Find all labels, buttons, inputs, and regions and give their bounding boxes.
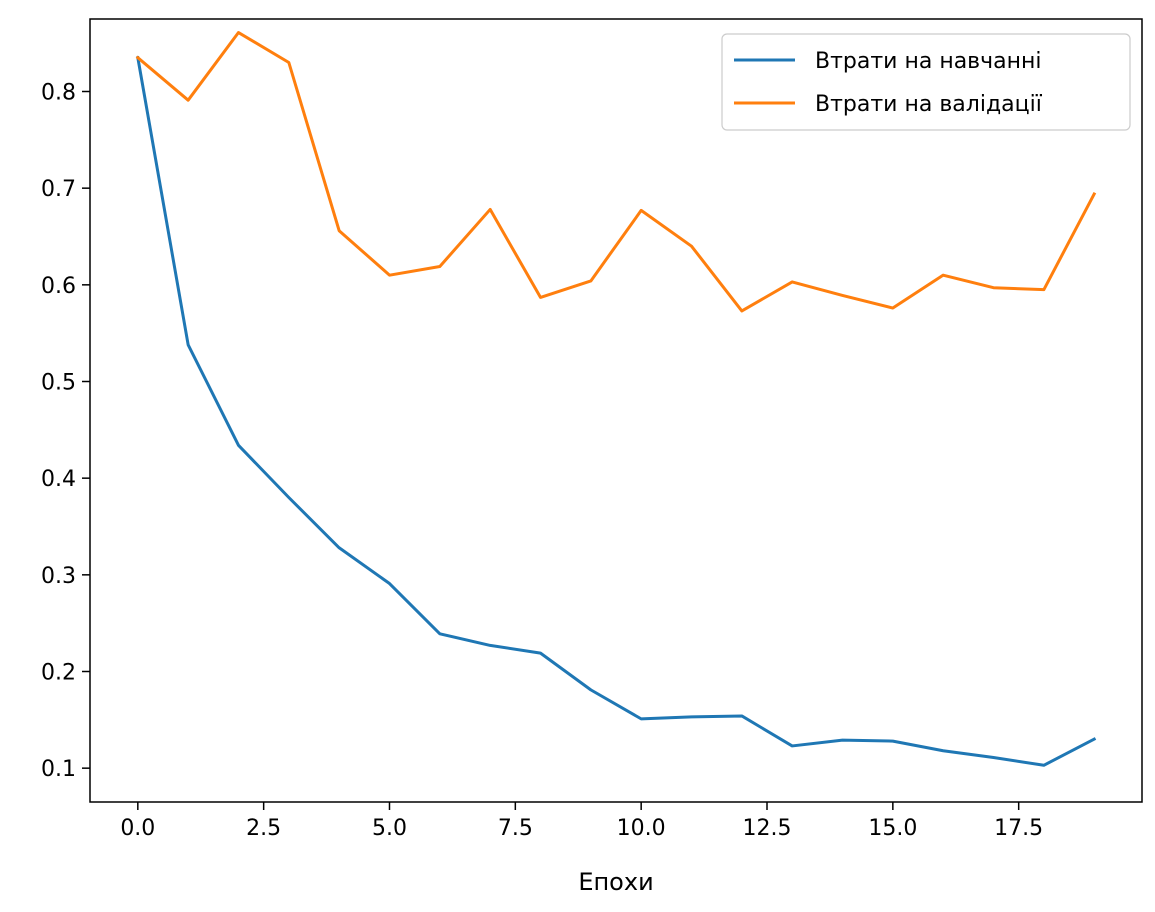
x-axis-ticks: 0.0 2.5 5.0 7.5 10.0 12.5 15.0 17.5 [120,802,1043,841]
x-tick-label: 17.5 [994,816,1043,841]
legend: Втрати на навчанні Втрати на валідації [721,33,1131,131]
legend-box [721,33,1131,131]
legend-label-training-loss: Втрати на навчанні [815,49,1042,74]
y-axis-ticks: 0.1 0.2 0.3 0.4 0.5 0.6 0.7 0.8 [41,81,90,782]
x-axis-label: Епохи [578,868,653,896]
x-tick-label: 2.5 [246,816,281,841]
x-tick-label: 7.5 [498,816,533,841]
x-tick-label: 0.0 [120,816,155,841]
series-line-1 [135,31,1097,313]
plot-frame [89,18,1143,803]
legend-label-validation-loss: Втрати на валідації [815,92,1043,117]
y-tick-label: 0.3 [41,564,76,589]
x-tick-label: 15.0 [868,816,917,841]
y-tick-label: 0.6 [41,274,76,299]
y-tick-label: 0.4 [41,467,76,492]
series-line-0 [136,55,1097,767]
y-tick-label: 0.5 [41,371,76,396]
x-tick-label: 10.0 [617,816,666,841]
y-tick-label: 0.2 [41,661,76,686]
x-tick-label: 5.0 [372,816,407,841]
y-tick-label: 0.7 [41,177,76,202]
series-layer [135,31,1097,767]
x-tick-label: 12.5 [743,816,792,841]
y-tick-label: 0.8 [41,81,76,106]
y-tick-label: 0.1 [41,757,76,782]
